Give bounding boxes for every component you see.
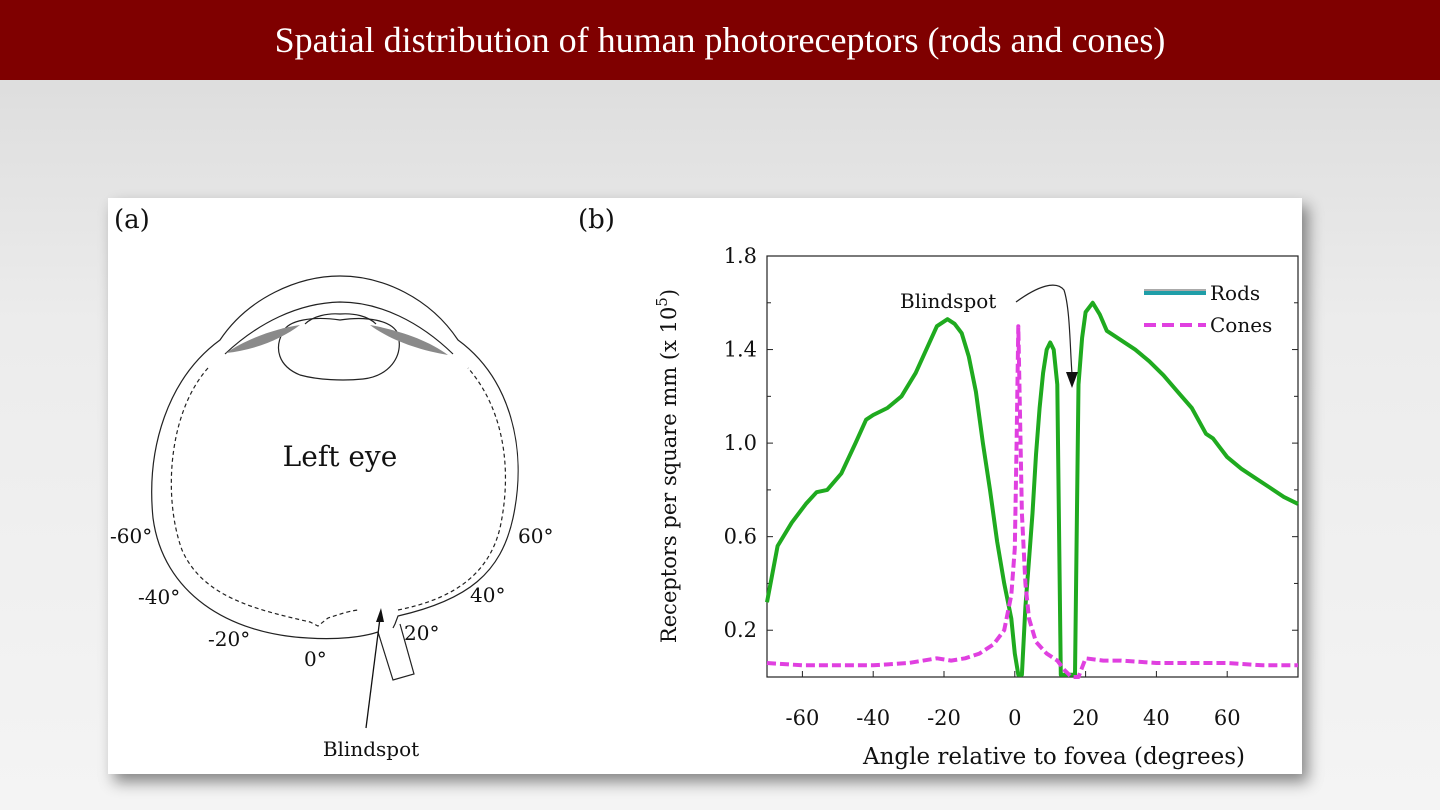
y-axis-label: Receptors per square mm (x 105) [653, 289, 681, 643]
angle-label-0: 0° [304, 647, 327, 671]
ciliary-muscle-left [226, 325, 300, 353]
angle-label-neg20: -20° [208, 627, 250, 651]
legend-label-cones: Cones [1210, 313, 1272, 337]
cornea-line [224, 301, 454, 355]
y-tick-label: 1.0 [724, 431, 757, 455]
angle-label-40: 40° [470, 583, 505, 607]
eye-outer-bottom [307, 631, 379, 640]
angle-label-20: 20° [404, 621, 439, 645]
angle-label-60: 60° [518, 524, 553, 548]
legend-label-rods: Rods [1210, 281, 1260, 305]
y-tick-label: 0.2 [724, 618, 757, 642]
blindspot-annotation-leader [1015, 284, 1073, 375]
blindspot-annotation: Blindspot [900, 289, 996, 313]
optic-nerve [377, 623, 415, 681]
x-tick-label: -60 [785, 706, 819, 730]
y-tick-label: 1.8 [724, 244, 757, 268]
chart-legend: Rods Cones [1144, 281, 1272, 337]
x-tick-label: -40 [856, 706, 890, 730]
left-eye-label: Left eye [283, 440, 398, 473]
retina-dashed [170, 367, 361, 627]
blindspot-arrowhead [376, 608, 384, 622]
panel-a-label: (a) [114, 205, 150, 235]
eye-diagram [151, 275, 519, 681]
chart-series [765, 300, 1299, 679]
x-tick-label: 0 [1008, 706, 1021, 730]
figure-svg: (a) Left eye Blindspot -60° -40° -20° [110, 205, 1299, 770]
x-tick-label: 20 [1072, 706, 1099, 730]
angle-label-neg60: -60° [110, 524, 152, 548]
y-tick-label: 1.4 [724, 338, 757, 362]
chart-axes: 0.2 0.6 1.0 1.4 1.8 -60 -40 -20 0 20 40 60 [724, 244, 1298, 730]
blindspot-arrow-line [365, 617, 381, 729]
lens [278, 317, 400, 381]
panel-b-label: (b) [578, 205, 615, 235]
blindspot-annotation-arrowhead [1066, 372, 1078, 388]
retina-dashed-right [397, 367, 507, 611]
angle-label-neg40: -40° [138, 585, 180, 609]
x-tick-label: 60 [1214, 706, 1241, 730]
y-tick-label: 0.6 [724, 525, 757, 549]
y-axis-label-close: ) [657, 289, 681, 297]
eye-outer-outline [151, 275, 519, 639]
blindspot-label-a: Blindspot [323, 737, 419, 761]
series-line-cones [766, 324, 1298, 679]
y-axis-label-main: Receptors per square mm (x 10 [657, 307, 681, 643]
x-axis-label: Angle relative to fovea (degrees) [862, 744, 1245, 770]
plot-frame [766, 255, 1299, 678]
x-tick-label: 40 [1143, 706, 1170, 730]
series-line-rods [765, 300, 1299, 677]
iris-arc [304, 313, 377, 325]
ciliary-muscle-right [370, 325, 448, 355]
figure-panel: (a) Left eye Blindspot -60° -40° -20° [108, 198, 1302, 774]
x-tick-label: -20 [927, 706, 961, 730]
y-axis-label-exponent: 5 [653, 297, 671, 307]
slide-title: Spatial distribution of human photorecep… [0, 0, 1440, 80]
